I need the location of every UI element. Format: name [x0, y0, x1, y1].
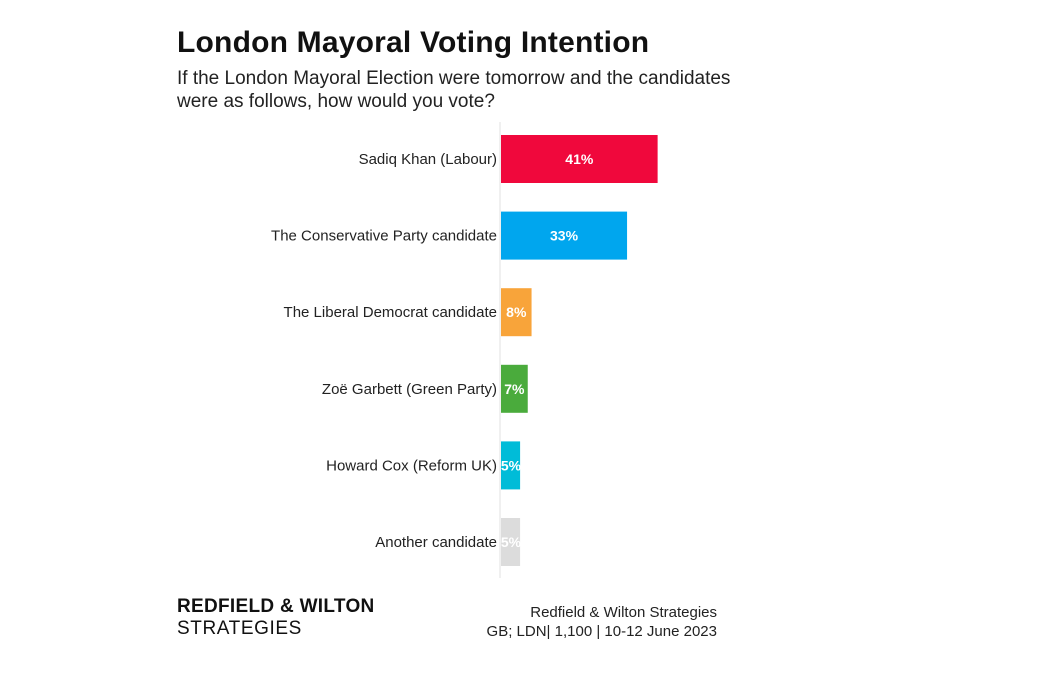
bar-2 [501, 211, 628, 260]
value-label-5: 5% [501, 457, 522, 473]
category-label-4: Zoë Garbett (Green Party) [322, 381, 497, 398]
bars-group: Sadiq Khan (Labour) 41% The Conservative P… [271, 135, 658, 566]
category-label-3: The Liberal Democrat candidate [284, 304, 497, 321]
value-label-2: 33% [550, 228, 579, 244]
bar-5 [501, 441, 521, 490]
value-label-1: 41% [565, 151, 594, 167]
value-label-3: 8% [506, 304, 527, 320]
category-label-2: The Conservative Party candidate [271, 228, 497, 245]
chart-title: London Mayoral Voting Intention [177, 26, 650, 59]
brand-line-2: STRATEGIES [177, 618, 302, 639]
value-label-4: 7% [504, 381, 525, 397]
value-label-6: 5% [501, 534, 522, 550]
brand-line-1: REDFIELD & WILTON [177, 596, 375, 617]
category-label-1: Sadiq Khan (Labour) [359, 151, 497, 168]
source-note: Redfield & Wilton Strategies GB; LDN| 1,… [487, 603, 717, 641]
source-line-2: GB; LDN| 1,100 | 10-12 June 2023 [486, 623, 717, 640]
category-label-6: Another candidate [375, 534, 497, 551]
bar-6 [501, 518, 521, 566]
category-label-5: Howard Cox (Reform UK) [326, 457, 497, 474]
chart-subtitle: If the London Mayoral Election were tomo… [177, 68, 731, 112]
brand-logo-text: REDFIELD & WILTON STRATEGIES [177, 596, 375, 640]
bar-3 [501, 288, 532, 337]
bar-4 [501, 364, 528, 413]
bar-1 [501, 135, 658, 183]
source-line-1: Redfield & Wilton Strategies [530, 604, 717, 621]
